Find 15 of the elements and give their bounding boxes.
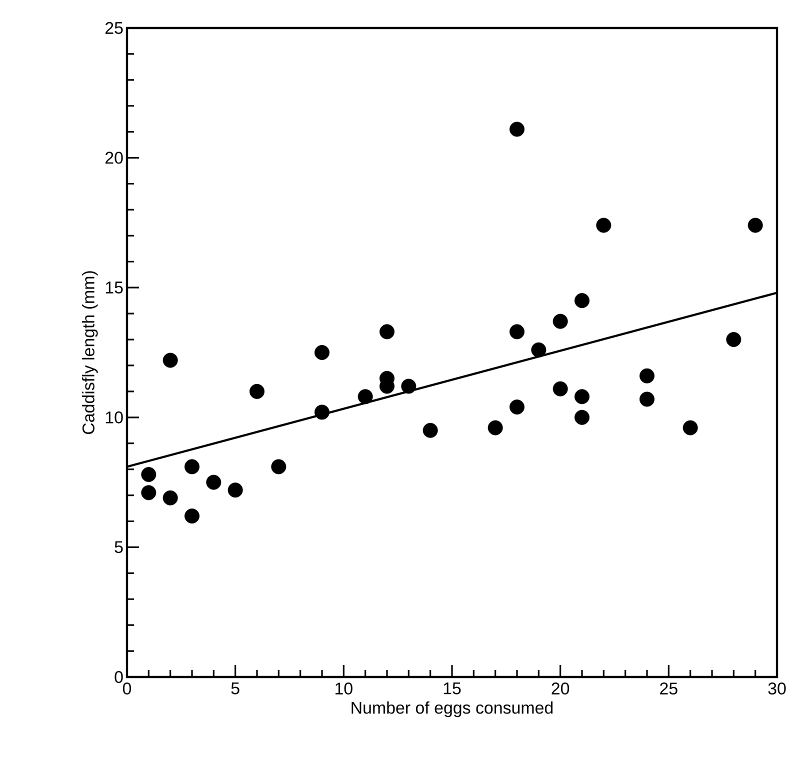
x-tick-label: 10: [336, 682, 352, 695]
x-tick-label: 15: [444, 682, 461, 694]
y-tick-label: 20: [106, 152, 123, 164]
y-tick-label: 10: [106, 411, 123, 424]
y-tick-label: 5: [114, 541, 123, 554]
y-axis-title: Caddisfly length (mm): [82, 271, 98, 434]
x-tick-label: 20: [552, 682, 570, 695]
y-tick-label: 15: [106, 282, 123, 294]
x-tick-label: 0: [122, 682, 132, 695]
x-axis-title: Number of eggs consumed: [352, 701, 553, 718]
x-tick-label: 30: [768, 682, 786, 695]
y-tick-label: 25: [106, 22, 123, 34]
x-tick-label: 5: [231, 682, 240, 694]
x-tick-label: 25: [660, 682, 678, 695]
y-tick-label: 0: [114, 671, 123, 683]
